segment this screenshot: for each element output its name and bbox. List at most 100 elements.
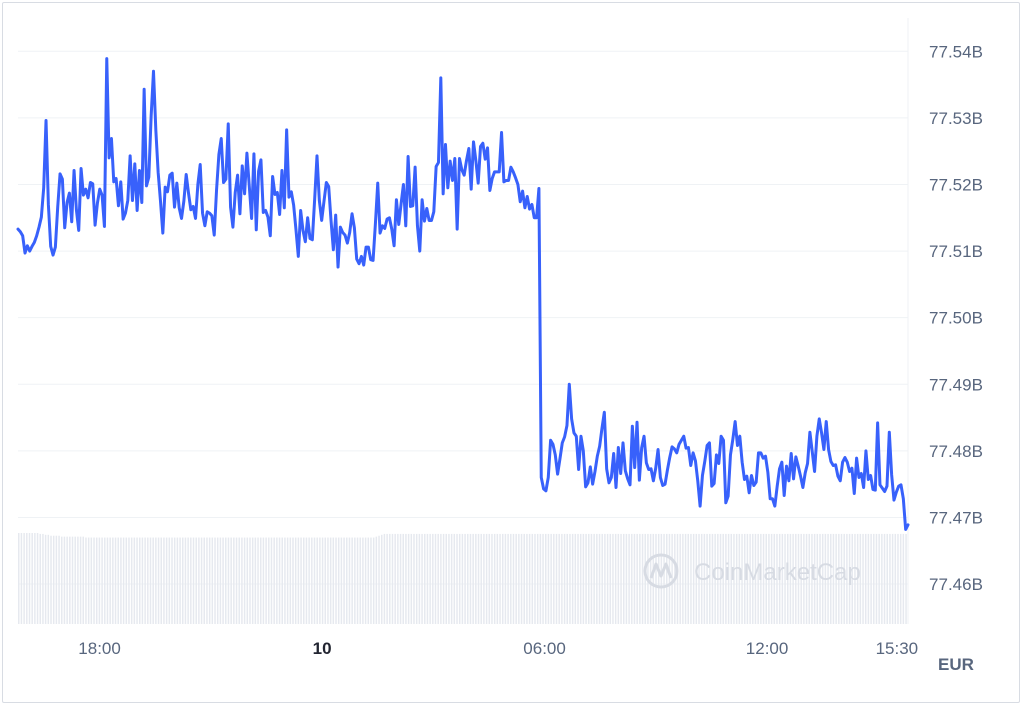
volume-bar xyxy=(851,533,854,624)
volume-bar xyxy=(628,533,630,624)
volume-bar xyxy=(523,533,525,624)
volume-bar xyxy=(585,533,587,624)
volume-bar xyxy=(319,537,321,624)
volume-bar xyxy=(391,533,394,624)
volume-bar xyxy=(579,533,582,624)
volume-bar xyxy=(639,533,641,624)
volume-bar xyxy=(268,537,270,624)
volume-bar xyxy=(590,533,593,624)
coinmarketcap-logo-icon xyxy=(643,553,679,589)
volume-bar xyxy=(173,537,176,624)
volume-bar xyxy=(496,533,499,624)
volume-bar xyxy=(233,537,235,624)
volume-bar xyxy=(695,533,698,624)
volume-bar xyxy=(558,533,560,624)
volume-bar xyxy=(106,537,109,624)
volume-bar xyxy=(601,533,603,624)
volume-bar xyxy=(894,533,897,624)
volume-bar xyxy=(61,536,63,624)
volume-bar xyxy=(190,537,192,624)
volume-bar xyxy=(58,535,60,624)
volume-bar xyxy=(883,533,886,624)
volume-bar xyxy=(655,533,657,624)
volume-bar xyxy=(805,533,808,624)
volume-bar xyxy=(222,537,224,624)
volume-bar xyxy=(722,533,724,624)
currency-label[interactable]: EUR xyxy=(938,655,974,674)
volume-bar xyxy=(752,533,754,624)
volume-bar xyxy=(208,537,211,624)
volume-bar xyxy=(692,533,695,624)
volume-bar xyxy=(902,533,905,624)
volume-bar xyxy=(617,533,620,624)
volume-bar xyxy=(504,533,507,624)
volume-bar xyxy=(311,537,313,624)
volume-bar xyxy=(781,533,784,624)
volume-bar xyxy=(864,533,867,624)
volume-bar xyxy=(862,533,864,624)
volume-bar xyxy=(649,533,652,624)
volume-bar xyxy=(389,533,391,624)
volume-bar xyxy=(886,533,888,624)
volume-bar xyxy=(421,533,423,624)
volume-bar xyxy=(687,533,689,624)
volume-bar xyxy=(214,537,216,624)
volume-bar xyxy=(348,537,351,624)
y-tick-label: 77.47B xyxy=(929,508,983,527)
volume-bar xyxy=(362,537,364,624)
volume-bar xyxy=(42,533,44,624)
volume-bar xyxy=(112,537,114,624)
volume-bar xyxy=(200,537,203,624)
volume-bar xyxy=(746,533,749,624)
volume-bar xyxy=(499,533,501,624)
volume-bar xyxy=(440,533,442,624)
y-tick-label: 77.50B xyxy=(929,309,983,328)
volume-bar xyxy=(472,533,474,624)
volume-bar xyxy=(488,533,491,624)
volume-bar xyxy=(741,533,743,624)
volume-bar xyxy=(160,537,162,624)
volume-bar xyxy=(897,533,899,624)
volume-bar xyxy=(588,533,590,624)
y-tick-label: 77.49B xyxy=(929,375,983,394)
volume-bar xyxy=(768,533,770,624)
volume-bar xyxy=(402,533,404,624)
volume-bar xyxy=(682,533,684,624)
volume-bar xyxy=(71,536,74,624)
volume-bar xyxy=(370,537,372,624)
volume-bar xyxy=(114,537,117,624)
volume-bar xyxy=(90,537,93,624)
volume-bar xyxy=(596,533,598,624)
volume-bar xyxy=(47,534,50,624)
volume-bar xyxy=(203,537,206,624)
volume-bar xyxy=(128,537,130,624)
volume-bar xyxy=(539,533,542,624)
volume-bar xyxy=(195,537,197,624)
y-tick-label: 77.51B xyxy=(929,242,983,261)
volume-bar xyxy=(477,533,480,624)
volume-bar xyxy=(418,533,421,624)
volume-bar xyxy=(840,533,843,624)
volume-bar xyxy=(518,533,520,624)
volume-bar xyxy=(870,533,872,624)
volume-bar xyxy=(147,537,149,624)
volume-bar xyxy=(733,533,735,624)
volume-bar xyxy=(776,533,778,624)
volume-bar xyxy=(429,533,431,624)
volume-bar xyxy=(698,533,700,624)
volume-bar xyxy=(179,537,181,624)
volume-bar xyxy=(800,533,802,624)
volume-bar xyxy=(405,533,407,624)
volume-bar xyxy=(109,537,111,624)
volume-bar xyxy=(308,537,310,624)
volume-bar xyxy=(571,533,574,624)
volume-bar xyxy=(507,533,509,624)
volume-bar xyxy=(98,537,101,624)
volume-bar xyxy=(709,533,711,624)
volume-bar xyxy=(122,537,125,624)
volume-bar xyxy=(251,537,254,624)
volume-bar xyxy=(55,535,58,624)
volume-bar xyxy=(155,537,157,624)
volume-bar xyxy=(410,533,413,624)
